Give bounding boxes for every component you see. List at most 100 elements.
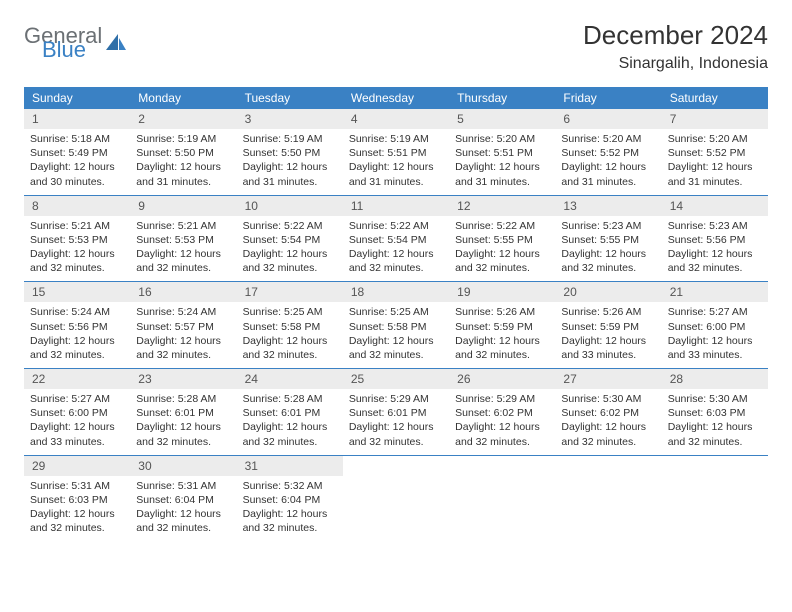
sunrise-line: Sunrise: 5:18 AM — [30, 132, 124, 146]
day-body: Sunrise: 5:31 AMSunset: 6:04 PMDaylight:… — [130, 476, 236, 536]
sunrise-line: Sunrise: 5:22 AM — [243, 219, 337, 233]
daylight-line: Daylight: 12 hours and 32 minutes. — [561, 420, 655, 448]
day-body: Sunrise: 5:26 AMSunset: 5:59 PMDaylight:… — [555, 302, 661, 362]
sunset-line: Sunset: 5:51 PM — [349, 146, 443, 160]
day-cell: 21Sunrise: 5:27 AMSunset: 6:00 PMDayligh… — [662, 282, 768, 368]
day-body: Sunrise: 5:20 AMSunset: 5:51 PMDaylight:… — [449, 129, 555, 189]
day-cell: 22Sunrise: 5:27 AMSunset: 6:00 PMDayligh… — [24, 369, 130, 455]
day-number: 11 — [343, 196, 449, 216]
day-cell: 19Sunrise: 5:26 AMSunset: 5:59 PMDayligh… — [449, 282, 555, 368]
day-body: Sunrise: 5:22 AMSunset: 5:54 PMDaylight:… — [343, 216, 449, 276]
weekday-cell: Thursday — [449, 87, 555, 109]
day-cell: 27Sunrise: 5:30 AMSunset: 6:02 PMDayligh… — [555, 369, 661, 455]
day-body: Sunrise: 5:21 AMSunset: 5:53 PMDaylight:… — [130, 216, 236, 276]
weeks-container: 1Sunrise: 5:18 AMSunset: 5:49 PMDaylight… — [24, 109, 768, 541]
sunrise-line: Sunrise: 5:26 AM — [561, 305, 655, 319]
sunset-line: Sunset: 6:01 PM — [136, 406, 230, 420]
day-number: 18 — [343, 282, 449, 302]
day-body: Sunrise: 5:25 AMSunset: 5:58 PMDaylight:… — [237, 302, 343, 362]
day-cell: 26Sunrise: 5:29 AMSunset: 6:02 PMDayligh… — [449, 369, 555, 455]
daylight-line: Daylight: 12 hours and 32 minutes. — [243, 507, 337, 535]
sunrise-line: Sunrise: 5:26 AM — [455, 305, 549, 319]
sunrise-line: Sunrise: 5:30 AM — [668, 392, 762, 406]
day-body: Sunrise: 5:19 AMSunset: 5:51 PMDaylight:… — [343, 129, 449, 189]
page-header: General Blue December 2024 Sinargalih, I… — [24, 20, 768, 73]
day-number: 23 — [130, 369, 236, 389]
sunset-line: Sunset: 5:54 PM — [243, 233, 337, 247]
sunset-line: Sunset: 5:59 PM — [561, 320, 655, 334]
day-body: Sunrise: 5:19 AMSunset: 5:50 PMDaylight:… — [130, 129, 236, 189]
week-row: 1Sunrise: 5:18 AMSunset: 5:49 PMDaylight… — [24, 109, 768, 196]
sunrise-line: Sunrise: 5:31 AM — [30, 479, 124, 493]
day-body: Sunrise: 5:29 AMSunset: 6:02 PMDaylight:… — [449, 389, 555, 449]
daylight-line: Daylight: 12 hours and 31 minutes. — [668, 160, 762, 188]
day-cell: 17Sunrise: 5:25 AMSunset: 5:58 PMDayligh… — [237, 282, 343, 368]
day-cell: 15Sunrise: 5:24 AMSunset: 5:56 PMDayligh… — [24, 282, 130, 368]
sunset-line: Sunset: 5:56 PM — [668, 233, 762, 247]
day-cell: 5Sunrise: 5:20 AMSunset: 5:51 PMDaylight… — [449, 109, 555, 195]
month-year: December 2024 — [583, 20, 768, 51]
day-number: 20 — [555, 282, 661, 302]
day-body: Sunrise: 5:32 AMSunset: 6:04 PMDaylight:… — [237, 476, 343, 536]
day-number: 21 — [662, 282, 768, 302]
day-cell: 30Sunrise: 5:31 AMSunset: 6:04 PMDayligh… — [130, 456, 236, 542]
sunrise-line: Sunrise: 5:21 AM — [136, 219, 230, 233]
week-row: 15Sunrise: 5:24 AMSunset: 5:56 PMDayligh… — [24, 282, 768, 369]
day-cell: 4Sunrise: 5:19 AMSunset: 5:51 PMDaylight… — [343, 109, 449, 195]
sunrise-line: Sunrise: 5:29 AM — [455, 392, 549, 406]
day-cell: 28Sunrise: 5:30 AMSunset: 6:03 PMDayligh… — [662, 369, 768, 455]
day-cell: 16Sunrise: 5:24 AMSunset: 5:57 PMDayligh… — [130, 282, 236, 368]
day-cell: 24Sunrise: 5:28 AMSunset: 6:01 PMDayligh… — [237, 369, 343, 455]
weekday-cell: Tuesday — [237, 87, 343, 109]
daylight-line: Daylight: 12 hours and 32 minutes. — [455, 420, 549, 448]
sunset-line: Sunset: 5:59 PM — [455, 320, 549, 334]
sail-icon — [104, 32, 128, 54]
day-number: 6 — [555, 109, 661, 129]
day-body: Sunrise: 5:24 AMSunset: 5:57 PMDaylight:… — [130, 302, 236, 362]
day-body: Sunrise: 5:28 AMSunset: 6:01 PMDaylight:… — [130, 389, 236, 449]
week-row: 8Sunrise: 5:21 AMSunset: 5:53 PMDaylight… — [24, 196, 768, 283]
sunrise-line: Sunrise: 5:28 AM — [136, 392, 230, 406]
sunrise-line: Sunrise: 5:24 AM — [136, 305, 230, 319]
day-body: Sunrise: 5:27 AMSunset: 6:00 PMDaylight:… — [662, 302, 768, 362]
sunset-line: Sunset: 6:01 PM — [243, 406, 337, 420]
day-cell: 9Sunrise: 5:21 AMSunset: 5:53 PMDaylight… — [130, 196, 236, 282]
weekday-cell: Saturday — [662, 87, 768, 109]
day-cell: 1Sunrise: 5:18 AMSunset: 5:49 PMDaylight… — [24, 109, 130, 195]
sunset-line: Sunset: 5:54 PM — [349, 233, 443, 247]
day-body: Sunrise: 5:28 AMSunset: 6:01 PMDaylight:… — [237, 389, 343, 449]
day-cell: 8Sunrise: 5:21 AMSunset: 5:53 PMDaylight… — [24, 196, 130, 282]
sunrise-line: Sunrise: 5:23 AM — [668, 219, 762, 233]
sunrise-line: Sunrise: 5:22 AM — [455, 219, 549, 233]
daylight-line: Daylight: 12 hours and 33 minutes. — [668, 334, 762, 362]
sunrise-line: Sunrise: 5:23 AM — [561, 219, 655, 233]
day-cell: 6Sunrise: 5:20 AMSunset: 5:52 PMDaylight… — [555, 109, 661, 195]
day-cell: 2Sunrise: 5:19 AMSunset: 5:50 PMDaylight… — [130, 109, 236, 195]
day-cell: 11Sunrise: 5:22 AMSunset: 5:54 PMDayligh… — [343, 196, 449, 282]
day-cell: 25Sunrise: 5:29 AMSunset: 6:01 PMDayligh… — [343, 369, 449, 455]
sunset-line: Sunset: 5:52 PM — [561, 146, 655, 160]
day-number: 29 — [24, 456, 130, 476]
day-number: 26 — [449, 369, 555, 389]
day-body: Sunrise: 5:26 AMSunset: 5:59 PMDaylight:… — [449, 302, 555, 362]
day-cell: 12Sunrise: 5:22 AMSunset: 5:55 PMDayligh… — [449, 196, 555, 282]
day-number: 5 — [449, 109, 555, 129]
sunset-line: Sunset: 5:55 PM — [561, 233, 655, 247]
day-body: Sunrise: 5:24 AMSunset: 5:56 PMDaylight:… — [24, 302, 130, 362]
daylight-line: Daylight: 12 hours and 32 minutes. — [668, 420, 762, 448]
title-block: December 2024 Sinargalih, Indonesia — [583, 20, 768, 73]
daylight-line: Daylight: 12 hours and 32 minutes. — [668, 247, 762, 275]
daylight-line: Daylight: 12 hours and 32 minutes. — [30, 247, 124, 275]
sunset-line: Sunset: 6:01 PM — [349, 406, 443, 420]
sunset-line: Sunset: 5:50 PM — [136, 146, 230, 160]
day-number: 31 — [237, 456, 343, 476]
daylight-line: Daylight: 12 hours and 31 minutes. — [136, 160, 230, 188]
day-number: 7 — [662, 109, 768, 129]
day-number: 8 — [24, 196, 130, 216]
sunset-line: Sunset: 5:58 PM — [243, 320, 337, 334]
sunrise-line: Sunrise: 5:20 AM — [668, 132, 762, 146]
sunset-line: Sunset: 6:00 PM — [668, 320, 762, 334]
sunset-line: Sunset: 6:04 PM — [136, 493, 230, 507]
day-number: 27 — [555, 369, 661, 389]
sunrise-line: Sunrise: 5:21 AM — [30, 219, 124, 233]
